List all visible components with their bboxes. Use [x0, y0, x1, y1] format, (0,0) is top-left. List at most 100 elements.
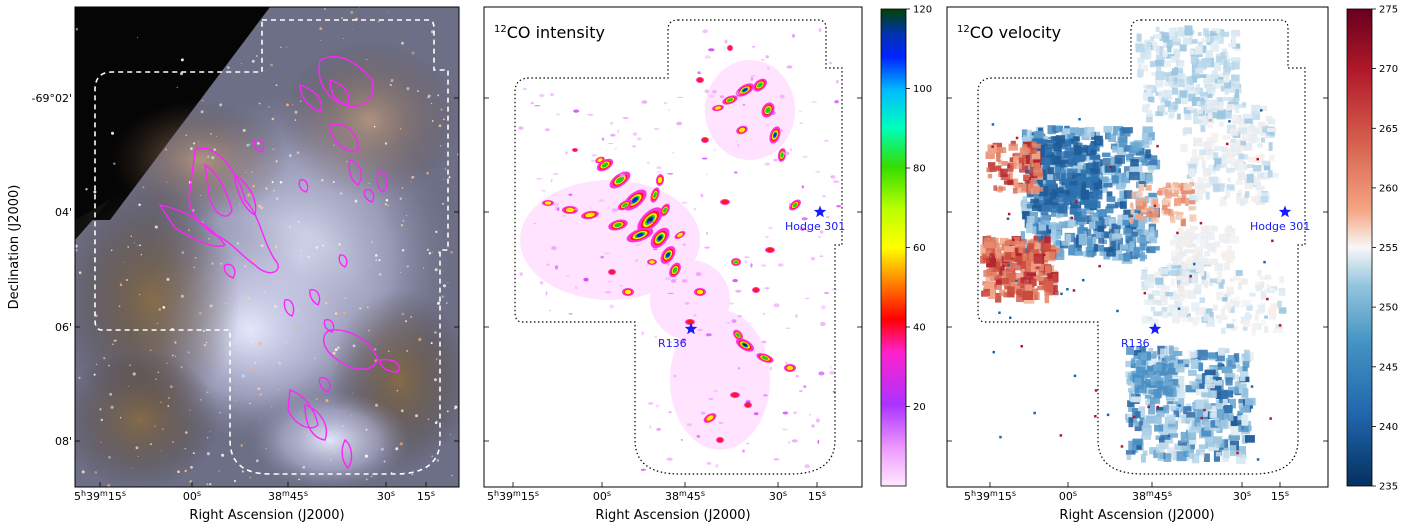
velocity-pixel	[989, 166, 997, 172]
star-point	[110, 131, 115, 135]
star-point	[227, 66, 230, 69]
ra-tick-label: 5h39m15s	[74, 489, 126, 503]
velocity-pixel	[1216, 79, 1226, 84]
velocity-pixel	[1161, 60, 1171, 68]
velocity-pixel	[1043, 144, 1055, 149]
star-point	[156, 322, 159, 325]
velocity-pixel	[1211, 31, 1216, 36]
velocity-pixel	[1042, 173, 1048, 181]
co-clump	[542, 200, 554, 206]
velocity-pixel	[1173, 290, 1177, 298]
velocity-pixel	[1070, 201, 1081, 209]
star-point	[435, 230, 438, 234]
velocity-pixel	[1077, 244, 1082, 256]
velocity-pixel	[1256, 188, 1263, 197]
star-point	[427, 96, 430, 99]
star-point	[154, 425, 156, 428]
velocity-pixel	[1261, 125, 1268, 134]
velocity-pixel	[1109, 241, 1116, 251]
star-point	[275, 160, 278, 163]
velocity-pixel	[991, 145, 994, 148]
velocity-pixel	[1236, 193, 1241, 202]
star-point	[192, 142, 196, 145]
co-speckle	[800, 227, 805, 232]
velocity-pixel	[1271, 239, 1274, 243]
colorbar-tick-label: 270	[1379, 64, 1398, 75]
ra-tick-label: 15s	[1271, 489, 1289, 503]
velocity-pixel	[1049, 284, 1058, 292]
velocity-pixel	[1133, 421, 1139, 427]
velocity-pixel	[1150, 202, 1155, 206]
velocity-pixel	[1237, 411, 1243, 419]
velocity-pixel	[1167, 434, 1170, 438]
star-point	[255, 459, 259, 463]
velocity-pixel	[1191, 359, 1202, 369]
velocity-pixel	[1173, 308, 1178, 318]
star-point	[430, 102, 433, 105]
panel-intensity: Hodge 301 R136 12CO intensity	[484, 7, 862, 487]
star-point	[294, 215, 296, 217]
velocity-pixel	[1142, 450, 1148, 456]
velocity-pixel	[1177, 27, 1184, 37]
co-speckle	[712, 89, 717, 94]
velocity-pixel	[1143, 369, 1151, 375]
velocity-pixel	[1135, 213, 1142, 220]
co-speckle	[798, 110, 802, 113]
velocity-pixel	[1237, 415, 1242, 421]
velocity-pixel	[1144, 195, 1149, 203]
velocity-pixel	[1101, 152, 1111, 157]
velocity-pixel	[1172, 392, 1179, 402]
velocity-pixel	[1235, 446, 1246, 456]
velocity-pixel	[1142, 229, 1149, 235]
velocity-pixel	[1218, 264, 1222, 272]
co-speckle	[589, 207, 592, 209]
velocity-pixel	[1242, 142, 1253, 151]
velocity-pixel	[1197, 349, 1208, 361]
velocity-pixel	[1082, 278, 1085, 282]
velocity-pixel	[1146, 88, 1152, 96]
velocity-pixel	[1144, 39, 1151, 48]
velocity-pixel	[1009, 259, 1015, 271]
velocity-pixel	[1253, 165, 1262, 172]
velocity-pixel	[1191, 158, 1198, 166]
star-point	[273, 270, 275, 272]
velocity-pixel	[1278, 307, 1287, 314]
star-point	[367, 329, 370, 332]
star-point	[411, 473, 414, 476]
star-point	[423, 267, 425, 269]
velocity-pixel	[1130, 202, 1134, 208]
co-speckle	[779, 94, 785, 99]
co-speckle	[744, 260, 748, 264]
colorbar-tick-label: 240	[1379, 422, 1398, 433]
star-point	[245, 171, 247, 174]
velocity-pixel	[1168, 184, 1176, 192]
velocity-pixel	[1235, 270, 1243, 276]
velocity-pixel	[1136, 366, 1146, 373]
velocity-pixel	[1114, 229, 1120, 234]
velocity-pixel	[1106, 413, 1110, 417]
co-speckle	[788, 440, 791, 444]
velocity-pixel	[1100, 176, 1109, 183]
velocity-pixel	[1259, 281, 1265, 289]
velocity-pixel	[1141, 315, 1150, 324]
velocity-pixel	[1013, 256, 1023, 262]
panel-velocity: Hodge 301 R136 12CO velocity	[947, 7, 1328, 487]
velocity-pixel	[1231, 57, 1241, 63]
star-point	[192, 452, 195, 455]
star-point	[400, 224, 404, 227]
velocity-pixel	[1123, 252, 1130, 262]
co-speckle	[818, 371, 825, 376]
velocity-pixel	[1270, 172, 1279, 178]
star-point	[252, 258, 256, 262]
co-clump	[581, 210, 599, 220]
velocity-pixel	[1157, 411, 1164, 416]
velocity-pixel	[1205, 232, 1215, 241]
velocity-pixel	[1233, 275, 1241, 281]
velocity-pixel	[1150, 297, 1160, 302]
co-speckle	[641, 100, 648, 104]
velocity-pixel	[1195, 262, 1205, 273]
star-point	[431, 455, 433, 457]
velocity-pixel	[1037, 285, 1046, 291]
velocity-pixel	[1013, 163, 1022, 169]
velocity-pixel	[1022, 196, 1028, 204]
